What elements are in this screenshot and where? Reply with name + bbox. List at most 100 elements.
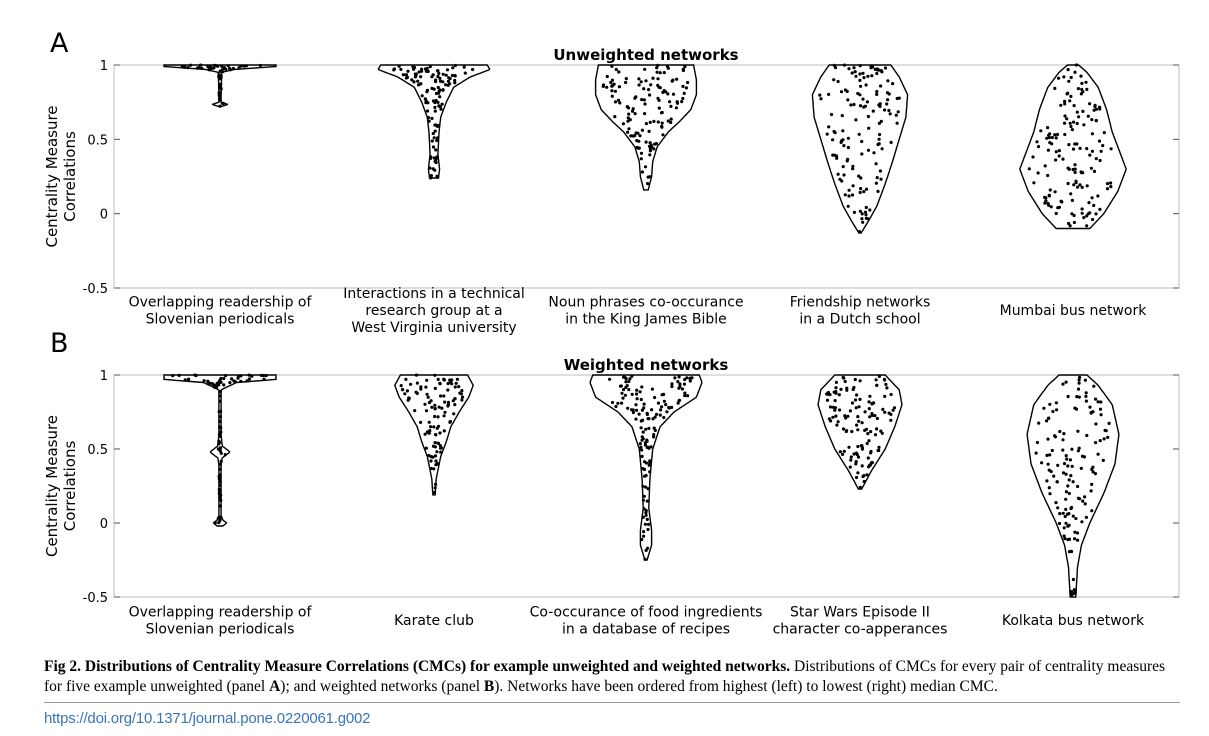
data-point [865,473,869,477]
data-point [637,412,641,416]
data-point [1067,478,1071,482]
data-point [676,380,680,384]
data-point [438,105,442,109]
data-point [1098,207,1102,211]
data-point [434,148,438,152]
data-point [662,71,666,75]
data-point [420,94,424,98]
data-point [629,134,633,138]
data-point [875,71,879,76]
data-point [218,448,222,453]
data-point [1069,124,1073,129]
data-point [433,433,438,437]
data-point [851,164,855,168]
data-point [433,407,437,411]
data-point [877,137,881,141]
violin-points [818,63,901,234]
data-point [656,83,660,87]
data-point [428,166,432,170]
data-point [836,79,840,84]
data-point [880,431,884,435]
data-point [1084,391,1088,395]
data-point [631,107,635,111]
data-point [642,402,646,406]
data-point [1065,512,1070,516]
data-point [186,66,190,70]
data-point [417,70,421,74]
data-point [1068,121,1072,125]
data-point [1054,401,1058,405]
violin-points [825,374,897,489]
data-point [218,419,222,423]
data-point [1066,484,1070,488]
data-point [433,373,437,377]
violin-outline [594,64,698,191]
data-point [228,381,232,385]
data-point [1047,194,1051,198]
data-point [849,103,853,107]
data-point [439,446,443,450]
data-point [875,383,879,387]
data-point [1053,190,1057,194]
data-point [217,440,222,444]
data-point [635,397,639,401]
data-point [177,373,181,377]
data-point [413,409,417,413]
data-point [630,392,634,396]
data-point [430,116,434,120]
data-point [219,430,223,434]
data-point [392,67,396,71]
data-point [639,157,643,161]
data-point [1084,80,1088,84]
violin-points [171,373,268,525]
data-point [847,67,851,71]
data-point [838,450,842,454]
data-point [832,78,836,82]
data-point [839,90,844,94]
data-point [639,397,643,402]
data-point [643,441,648,445]
data-point [649,445,653,449]
data-point [640,98,644,102]
data-point [429,425,433,429]
data-point [1060,200,1064,204]
data-point [429,455,433,459]
data-point [1078,146,1082,150]
data-point [657,106,661,110]
x-category-label: Kolkata bus network [1002,613,1145,629]
data-point [844,416,848,420]
data-point [837,408,842,412]
data-point [666,92,670,96]
data-point [877,121,882,125]
data-point [628,377,632,381]
data-point [835,423,839,427]
data-point [183,378,187,382]
data-point [1081,109,1085,113]
data-point [1047,416,1051,420]
data-point [1064,380,1068,384]
data-point [644,122,649,126]
data-point [435,174,439,178]
data-point [1044,196,1048,200]
data-point [442,377,446,381]
data-point [406,69,410,73]
data-point [453,397,457,401]
data-point [833,406,838,410]
data-point [689,376,693,380]
data-point [399,384,403,388]
data-point [870,461,875,465]
data-point [1075,121,1079,126]
data-point [669,120,673,125]
data-point [438,382,442,386]
data-point [1046,201,1050,206]
data-point [635,388,639,392]
data-point [862,190,866,194]
data-point [416,83,421,87]
data-point [644,485,648,489]
data-point [686,80,690,85]
data-point [639,419,643,423]
data-point [1040,461,1044,465]
data-point [428,65,432,69]
caption-title: Distributions of Centrality Measure Corr… [84,658,791,675]
doi-link[interactable]: https://doi.org/10.1371/journal.pone.022… [44,710,371,727]
